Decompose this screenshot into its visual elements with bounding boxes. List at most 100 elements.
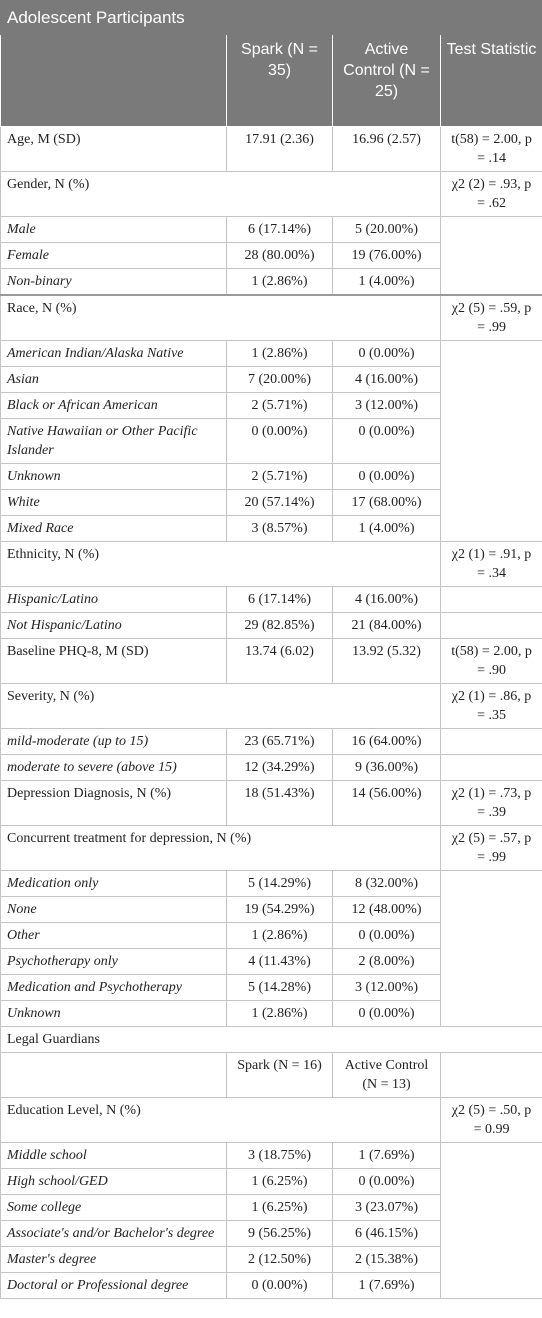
spark-value: 1 (6.25%) — [226, 1194, 333, 1221]
spark-value: 6 (17.14%) — [226, 216, 333, 243]
control-value: 4 (16.00%) — [332, 586, 441, 613]
control-value: 5 (20.00%) — [332, 216, 441, 243]
row-label: White — [0, 489, 227, 516]
row-label: Psychotherapy only — [0, 948, 227, 975]
control-value: 3 (12.00%) — [332, 974, 441, 1001]
row-label: Hispanic/Latino — [0, 586, 227, 613]
spark-value: 12 (34.29%) — [226, 754, 333, 781]
table-row: Female 28 (80.00%) 19 (76.00%) — [0, 242, 542, 269]
row-label: American Indian/Alaska Native — [0, 340, 227, 367]
row-label: Native Hawaiian or Other Pacific Islande… — [0, 418, 227, 464]
control-value: 13.92 (5.32) — [332, 638, 441, 684]
control-value: 0 (0.00%) — [332, 922, 441, 949]
table-row: mild-moderate (up to 15) 23 (65.71%) 16 … — [0, 728, 542, 755]
control-value: 16 (64.00%) — [332, 728, 441, 755]
control-value: 8 (32.00%) — [332, 870, 441, 897]
table-row: Asian 7 (20.00%) 4 (16.00%) — [0, 366, 542, 393]
row-label: Asian — [0, 366, 227, 393]
row-label: Age, M (SD) — [0, 126, 227, 172]
spark-value: 3 (18.75%) — [226, 1142, 333, 1169]
row-label: Other — [0, 922, 227, 949]
row-label: Non-binary — [0, 268, 227, 296]
empty-cell — [439, 586, 542, 613]
table-row: Hispanic/Latino 6 (17.14%) 4 (16.00%) — [0, 586, 542, 613]
control-value: 12 (48.00%) — [332, 896, 441, 923]
test-statistic: χ2 (2) = .93, p = .62 — [439, 171, 542, 217]
control-value: 16.96 (2.57) — [332, 126, 441, 172]
spark-value: 7 (20.00%) — [226, 366, 333, 393]
control-value: 0 (0.00%) — [332, 340, 441, 367]
empty-cell — [439, 754, 542, 781]
section-row: Concurrent treatment for depression, N (… — [0, 825, 542, 871]
control-value: 19 (76.00%) — [332, 242, 441, 269]
row-label: High school/GED — [0, 1168, 227, 1195]
table-row: Middle school 3 (18.75%) 1 (7.69%) — [0, 1142, 542, 1299]
table-row: Baseline PHQ-8, M (SD) 13.74 (6.02) 13.9… — [0, 638, 542, 684]
control-value: 1 (7.69%) — [332, 1272, 441, 1299]
row-label: Depression Diagnosis, N (%) — [0, 780, 227, 826]
row-label: Male — [0, 216, 227, 243]
section-label: Severity, N (%) — [0, 683, 441, 729]
spark-value: 23 (65.71%) — [226, 728, 333, 755]
header-active-control: Active Control (N = 25) — [332, 34, 441, 127]
section-row: Education Level, N (%) χ2 (5) = .50, p =… — [0, 1097, 542, 1143]
spark-value: 0 (0.00%) — [226, 418, 333, 464]
header-row: Spark (N = 35) Active Control (N = 25) T… — [0, 34, 542, 127]
section-label: Ethnicity, N (%) — [0, 541, 441, 587]
test-statistic: χ2 (1) = .73, p = .39 — [439, 780, 542, 826]
empty-cell — [439, 728, 542, 755]
spark-value: 17.91 (2.36) — [226, 126, 333, 172]
spark-value: 1 (2.86%) — [226, 268, 333, 296]
row-label: Not Hispanic/Latino — [0, 612, 227, 639]
row-label: Black or African American — [0, 392, 227, 419]
header-test-statistic: Test Statistic — [439, 34, 542, 127]
table-row: White 20 (57.14%) 17 (68.00%) — [0, 489, 542, 516]
row-label: Medication only — [0, 870, 227, 897]
table-row: Not Hispanic/Latino 29 (82.85%) 21 (84.0… — [0, 612, 542, 639]
row-label: None — [0, 896, 227, 923]
header-blank — [0, 1052, 227, 1098]
guardians-header-spark: Spark (N = 16) — [226, 1052, 333, 1098]
row-label: Some college — [0, 1194, 227, 1221]
test-statistic: χ2 (5) = .59, p = .99 — [439, 294, 542, 341]
test-statistic: t(58) = 2.00, p = .14 — [439, 126, 542, 172]
table-row: Some college 1 (6.25%) 3 (23.07%) — [0, 1194, 542, 1221]
table-row: Doctoral or Professional degree 0 (0.00%… — [0, 1272, 542, 1299]
row-label: Female — [0, 242, 227, 269]
spark-value: 3 (8.57%) — [226, 515, 333, 542]
spark-value: 1 (2.86%) — [226, 1000, 333, 1027]
row-label: moderate to severe (above 15) — [0, 754, 227, 781]
section-row: Gender, N (%) χ2 (2) = .93, p = .62 — [0, 171, 542, 217]
empty-cell — [439, 216, 542, 296]
table-row: Master's degree 2 (12.50%) 2 (15.38%) — [0, 1246, 542, 1273]
table-row: Associate's and/or Bachelor's degree 9 (… — [0, 1220, 542, 1247]
control-value: 0 (0.00%) — [332, 463, 441, 490]
spark-value: 20 (57.14%) — [226, 489, 333, 516]
control-value: 21 (84.00%) — [332, 612, 441, 639]
control-value: 0 (0.00%) — [332, 1000, 441, 1027]
section-row: Race, N (%) χ2 (5) = .59, p = .99 — [0, 294, 542, 341]
table-row: Native Hawaiian or Other Pacific Islande… — [0, 418, 542, 464]
empty-cell — [439, 340, 542, 542]
table-row: Age, M (SD) 17.91 (2.36) 16.96 (2.57) t(… — [0, 126, 542, 172]
table-row: Depression Diagnosis, N (%) 18 (51.43%) … — [0, 780, 542, 826]
control-value: 3 (23.07%) — [332, 1194, 441, 1221]
section-label: Gender, N (%) — [0, 171, 441, 217]
header-blank — [0, 34, 227, 127]
section-row: Ethnicity, N (%) χ2 (1) = .91, p = .34 — [0, 541, 542, 587]
control-value: 1 (7.69%) — [332, 1142, 441, 1169]
control-value: 4 (16.00%) — [332, 366, 441, 393]
spark-value: 9 (56.25%) — [226, 1220, 333, 1247]
spark-value: 18 (51.43%) — [226, 780, 333, 826]
test-statistic: χ2 (5) = .50, p = 0.99 — [439, 1097, 542, 1143]
spark-value: 5 (14.28%) — [226, 974, 333, 1001]
empty-cell — [439, 612, 542, 639]
row-label: Unknown — [0, 463, 227, 490]
section-label: Education Level, N (%) — [0, 1097, 441, 1143]
row-label: Master's degree — [0, 1246, 227, 1273]
table-row: None 19 (54.29%) 12 (48.00%) — [0, 896, 542, 923]
control-value: 0 (0.00%) — [332, 1168, 441, 1195]
spark-value: 13.74 (6.02) — [226, 638, 333, 684]
table-row: moderate to severe (above 15) 12 (34.29%… — [0, 754, 542, 781]
